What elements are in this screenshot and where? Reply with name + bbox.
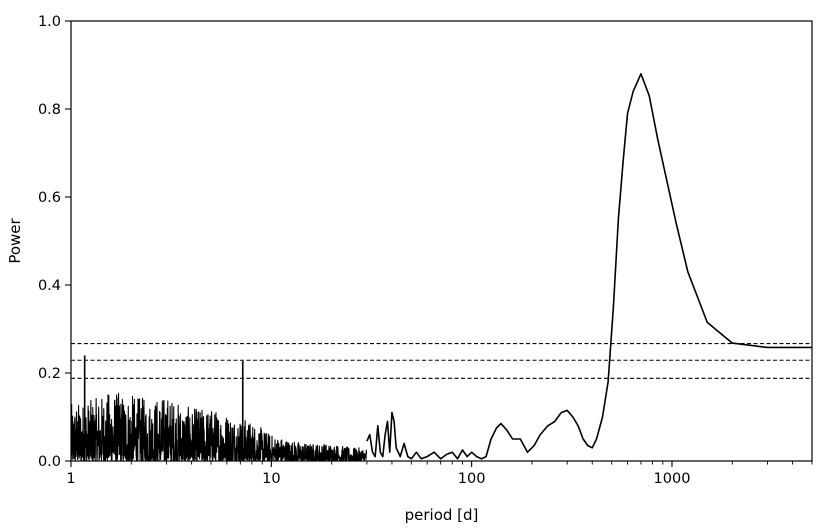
y-tick-label-3: 0.6: [38, 190, 61, 206]
y-tick-label-4: 0.8: [38, 102, 61, 118]
data-series: [366, 73, 812, 460]
power-series-line-0: [366, 73, 812, 460]
y-tick-label-1: 0.2: [38, 366, 61, 382]
y-tick-label-0: 0.0: [38, 454, 61, 470]
x-tick-label-3: 1000: [654, 471, 691, 487]
x-tick-label-0: 1: [66, 471, 75, 487]
plot-frame: [70, 20, 813, 462]
x-axis: 1 10 100 1000: [66, 461, 813, 487]
y-axis-label: Power: [6, 217, 24, 263]
y-axis: 0.0 0.2 0.4 0.6 0.8 1.0: [38, 14, 71, 470]
x-tick-label-1: 10: [262, 471, 280, 487]
x-axis-label: period [d]: [405, 506, 479, 524]
threshold-lines: [71, 342, 812, 379]
y-tick-label-5: 1.0: [38, 14, 61, 30]
x-tick-label-2: 100: [458, 471, 486, 487]
y-tick-label-2: 0.4: [38, 278, 61, 294]
